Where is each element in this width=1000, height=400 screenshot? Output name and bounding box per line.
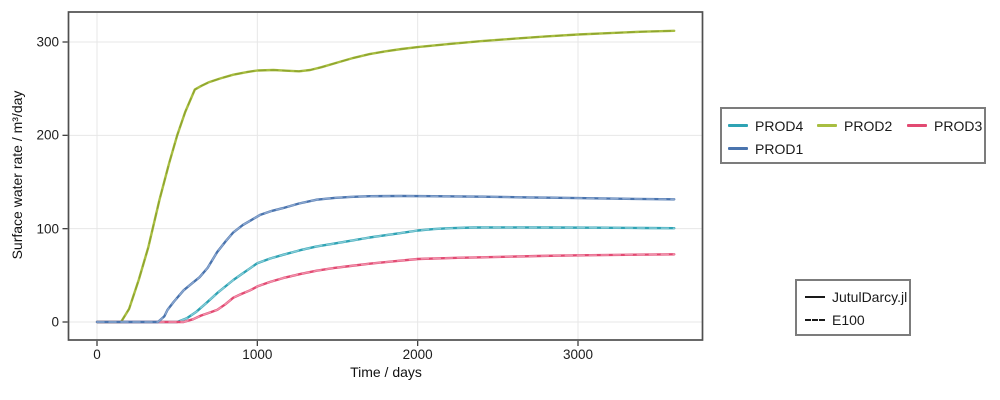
y-tick-label: 300 [36,34,59,50]
linestyle-legend: JutulDarcy.jl E100 [795,279,911,336]
legend-label: JutulDarcy.jl [832,288,908,305]
legend-item-e100: E100 [805,308,909,331]
series-prod2-dashed-line [96,30,675,323]
y-tick-label: 100 [36,221,59,237]
plot-frame [67,11,704,341]
legend-item-prod2: PROD2 [817,114,907,137]
y-tick-label: 0 [51,314,59,330]
legend-item-prod1: PROD1 [728,137,817,160]
dashed-line-sample-icon [805,318,825,321]
x-tick-label: 0 [93,347,101,362]
legend-label: PROD2 [844,117,893,134]
series-prod3-solid-line [95,253,676,324]
prod4-line-sample-icon [728,124,748,127]
prod2-line-sample-icon [817,124,837,127]
series-prod4-solid-line [95,226,676,324]
legend-label: E100 [832,311,865,328]
legend-item-prod4: PROD4 [728,114,817,137]
series-prod3-dashed-line [96,253,675,323]
series-prod4-dashed-line [96,226,675,323]
prod1-line-sample-icon [728,147,748,150]
legend-label: PROD3 [934,117,983,134]
series-prod1-solid-line [95,194,676,324]
series-legend: PROD4 PROD2 PROD3 PROD1 [720,107,986,164]
solid-line-sample-icon [805,295,825,298]
series-prod1-dashed-line [96,195,675,323]
x-tick-label: 2000 [402,347,433,362]
legend-label: PROD1 [755,140,804,157]
x-tick-label: 1000 [242,347,273,362]
x-axis-label: Time / days [350,364,422,380]
y-axis-label: Surface water rate / m³/day [9,90,25,260]
y-tick-label: 200 [36,127,59,143]
legend-item-jutuldarcy: JutulDarcy.jl [805,285,909,308]
series-prod2-solid-line [95,29,676,324]
prod3-line-sample-icon [907,124,927,127]
legend-item-prod3: PROD3 [907,114,984,137]
legend-label: PROD4 [755,117,804,134]
x-tick-label: 3000 [562,347,594,362]
